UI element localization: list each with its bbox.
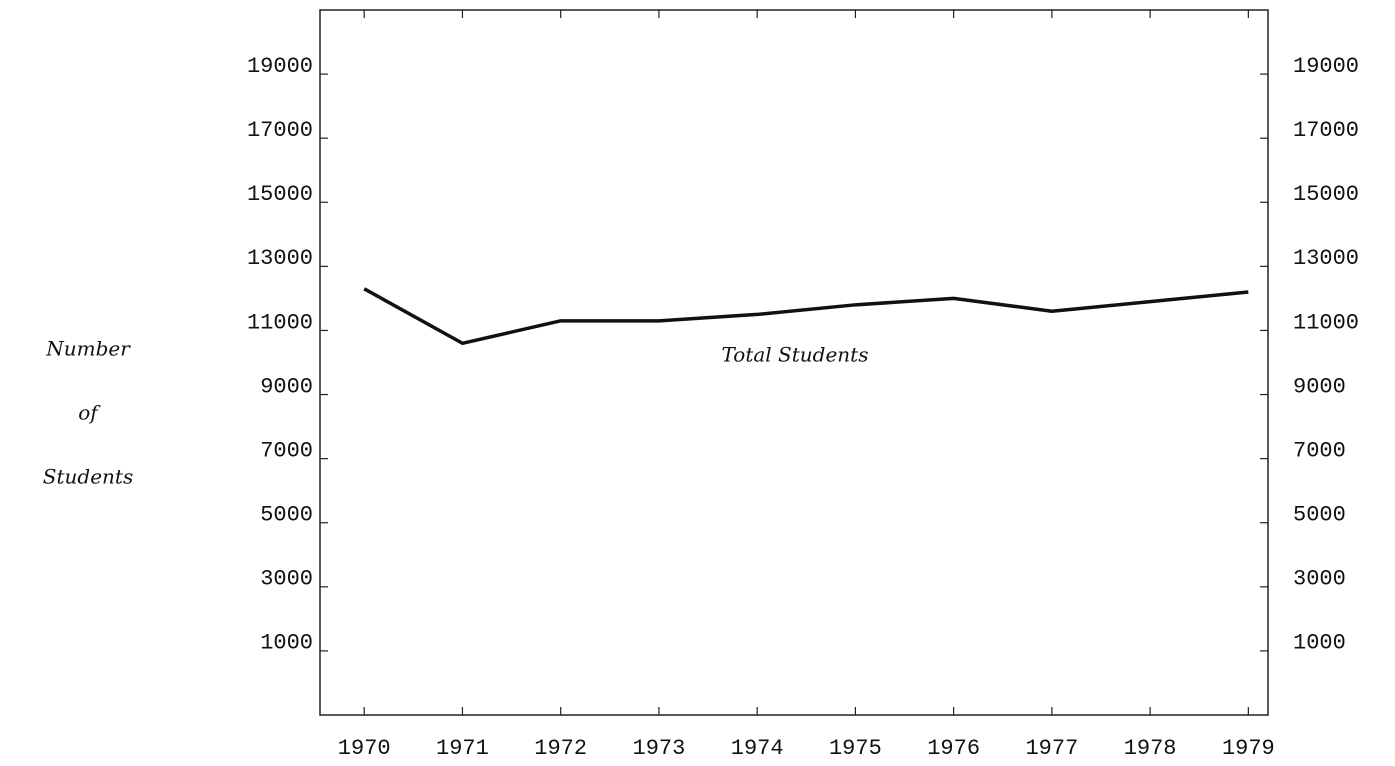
y2-tick-label: 7000 [1293,438,1346,463]
y2-tick-label: 15000 [1293,182,1359,207]
y2-tick-label: 19000 [1293,54,1359,79]
x-tick-label: 1974 [731,736,784,761]
y-axis-label: Number [45,337,131,361]
x-tick-label: 1977 [1025,736,1078,761]
y-tick-label: 9000 [260,374,313,399]
y-axis-label: Students [43,465,133,489]
y-tick-label: 7000 [260,438,313,463]
annotation: Total Students [722,343,869,367]
x-tick-label: 1971 [436,736,489,761]
y-tick-label: 5000 [260,503,313,528]
x-tick-label: 1979 [1222,736,1275,761]
x-tick-label: 1976 [927,736,980,761]
y2-tick-label: 3000 [1293,567,1346,592]
y-tick-label: 1000 [260,631,313,656]
x-tick-label: 1973 [633,736,686,761]
x-tick-label: 1970 [338,736,391,761]
y2-tick-label: 5000 [1293,503,1346,528]
y2-tick-label: 17000 [1293,118,1359,143]
y-tick-label: 3000 [260,567,313,592]
y2-tick-label: 9000 [1293,374,1346,399]
y2-tick-label: 11000 [1293,310,1359,335]
y-axis-label: of [78,401,101,425]
plot-frame [319,9,1269,716]
y-tick-label: 17000 [247,118,313,143]
y-tick-label: 11000 [247,310,313,335]
x-tick-label: 1975 [829,736,882,761]
series-line [363,287,1249,346]
x-tick-label: 1972 [534,736,587,761]
y2-tick-label: 1000 [1293,631,1346,656]
x-tick-label: 1978 [1124,736,1177,761]
y-tick-label: 19000 [247,54,313,79]
y2-tick-label: 13000 [1293,246,1359,271]
y-tick-label: 13000 [247,246,313,271]
y-tick-label: 15000 [247,182,313,207]
